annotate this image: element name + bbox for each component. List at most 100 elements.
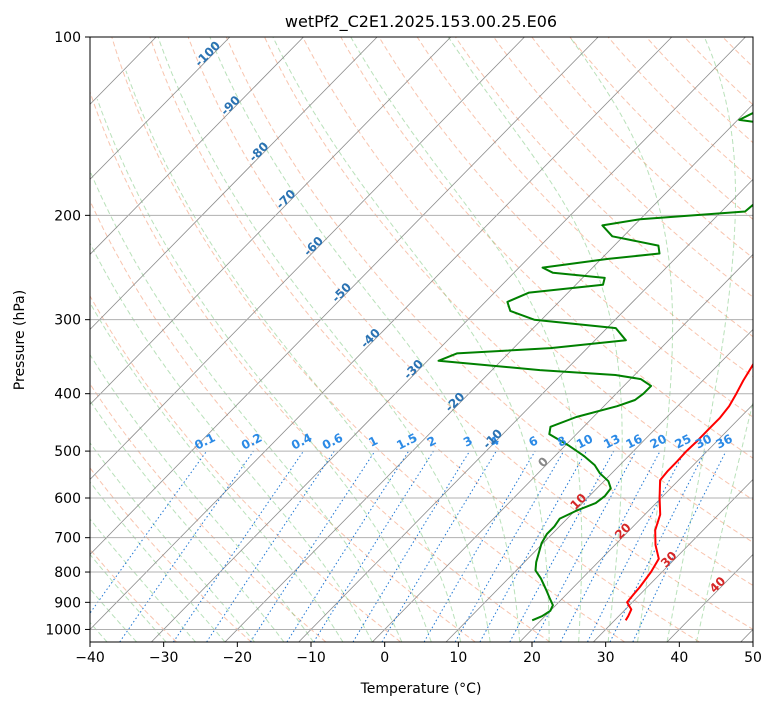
moist-adiabat [126, 71, 461, 642]
y-tick-label: 100 [54, 30, 81, 46]
isotherm-label: -40 [358, 326, 383, 351]
mixing-ratio-line [382, 451, 496, 642]
x-tick-label: 20 [523, 650, 541, 666]
dry-adiabat [494, 37, 775, 642]
isotherm-line [667, 37, 775, 642]
isotherm-label: -60 [301, 234, 326, 259]
isotherm-line [4, 37, 598, 642]
dry-adiabat [0, 37, 401, 642]
dry-adiabat [455, 37, 775, 642]
x-tick-label: 0 [380, 650, 389, 666]
mixing-ratio-line [561, 451, 661, 642]
mixing-ratio-label: 0.2 [239, 430, 264, 452]
mixing-ratio-label: 0.6 [320, 430, 345, 452]
x-axis-label: Temperature (°C) [360, 681, 482, 697]
isotherm-label: -100 [192, 38, 223, 69]
pressure-gridlines [90, 37, 753, 629]
dry-adiabat [608, 37, 775, 642]
moist-adiabat [351, 37, 582, 642]
mixing-ratio-label: 1.5 [394, 430, 419, 452]
isotherm-line [0, 37, 9, 642]
x-tick-label: 30 [597, 650, 615, 666]
mixing-ratio-line [207, 451, 335, 642]
isotherm-label: -80 [246, 139, 271, 164]
dry-adiabat [265, 37, 775, 642]
isotherm-line [741, 37, 775, 642]
mixing-ratio-line [424, 451, 535, 642]
isotherm-label: 20 [612, 520, 634, 542]
x-tick-label: 10 [449, 650, 467, 666]
mixing-ratio-label: 30 [693, 432, 714, 452]
x-tick-label: −30 [149, 650, 179, 666]
dry-adiabat [0, 37, 251, 642]
x-tick-label: −10 [296, 650, 326, 666]
mixing-ratio-line [534, 451, 636, 642]
mixing-ratio-label: 6 [526, 433, 540, 449]
isotherm-line [0, 37, 303, 642]
mixing-ratio-line [588, 451, 685, 642]
mixing-ratio-line [480, 451, 587, 642]
y-tick-label: 700 [54, 531, 81, 547]
isotherm-line [372, 37, 775, 642]
background-lines [0, 37, 775, 642]
x-tick-label: −40 [75, 650, 105, 666]
y-axis-label: Pressure (hPa) [12, 290, 28, 390]
plot-frame [90, 37, 753, 642]
x-tick-label: 50 [744, 650, 762, 666]
isotherm-label: -90 [218, 93, 243, 118]
chart-title: wetPf2_C2E1.2025.153.00.25.E06 [285, 12, 557, 32]
mixing-ratio-label: 0.1 [192, 430, 217, 452]
isotherm-line [0, 37, 377, 642]
y-tick-label: 400 [54, 387, 81, 403]
dry-adiabat [341, 37, 775, 642]
x-tick-label: −20 [223, 650, 253, 666]
mixing-ratio-label: 1 [366, 433, 380, 449]
isotherm-line [446, 37, 775, 642]
mixing-ratio-label: 10 [574, 432, 595, 452]
y-tick-label: 600 [54, 491, 81, 507]
mixing-ratio-line [287, 451, 409, 642]
y-tick-label: 800 [54, 565, 81, 581]
moist-adiabat [667, 37, 736, 642]
mixing-ratio-label: 36 [714, 432, 735, 452]
isotherm-label: -10 [480, 426, 505, 451]
dry-adiabat [646, 37, 775, 642]
dry-adiabat [761, 37, 775, 642]
mixing-ratio-line [510, 451, 614, 642]
mixing-ratio-label: 2 [425, 433, 439, 449]
mixing-ratio-label: 0.4 [289, 430, 314, 452]
dry-adiabat [532, 37, 775, 642]
isotherm-label: 40 [707, 574, 729, 596]
mixing-ratio-label: 13 [601, 432, 622, 452]
moist-adiabat [0, 256, 195, 642]
moist-adiabat [72, 125, 402, 642]
y-tick-label: 500 [54, 444, 81, 460]
moist-adiabat [697, 37, 775, 642]
dry-adiabat [379, 37, 775, 642]
isotherm-line [0, 37, 230, 642]
isotherm-label: 10 [568, 491, 590, 513]
y-tick-label: 1000 [45, 622, 81, 638]
isotherm-label: -70 [273, 187, 298, 212]
isotherm-label: 0 [535, 454, 551, 470]
mixing-ratio-line [314, 451, 434, 642]
dry-adiabat [226, 37, 775, 642]
x-tick-label: 40 [670, 650, 688, 666]
y-tick-label: 300 [54, 313, 81, 329]
mixing-ratio-line [120, 451, 254, 642]
isotherm-line [225, 37, 775, 642]
isotherm-line [0, 37, 524, 642]
y-tick-label: 900 [54, 595, 81, 611]
y-tick-label: 200 [54, 208, 81, 224]
isotherm-line [0, 37, 451, 642]
mixing-ratio-label: 16 [623, 432, 644, 452]
mixing-ratio-label: 20 [648, 432, 669, 452]
dry-adiabat [188, 37, 774, 642]
isotherm-label: 30 [658, 549, 680, 571]
mixing-ratio-line [610, 451, 705, 642]
mixing-ratio-label: 8 [555, 433, 569, 449]
